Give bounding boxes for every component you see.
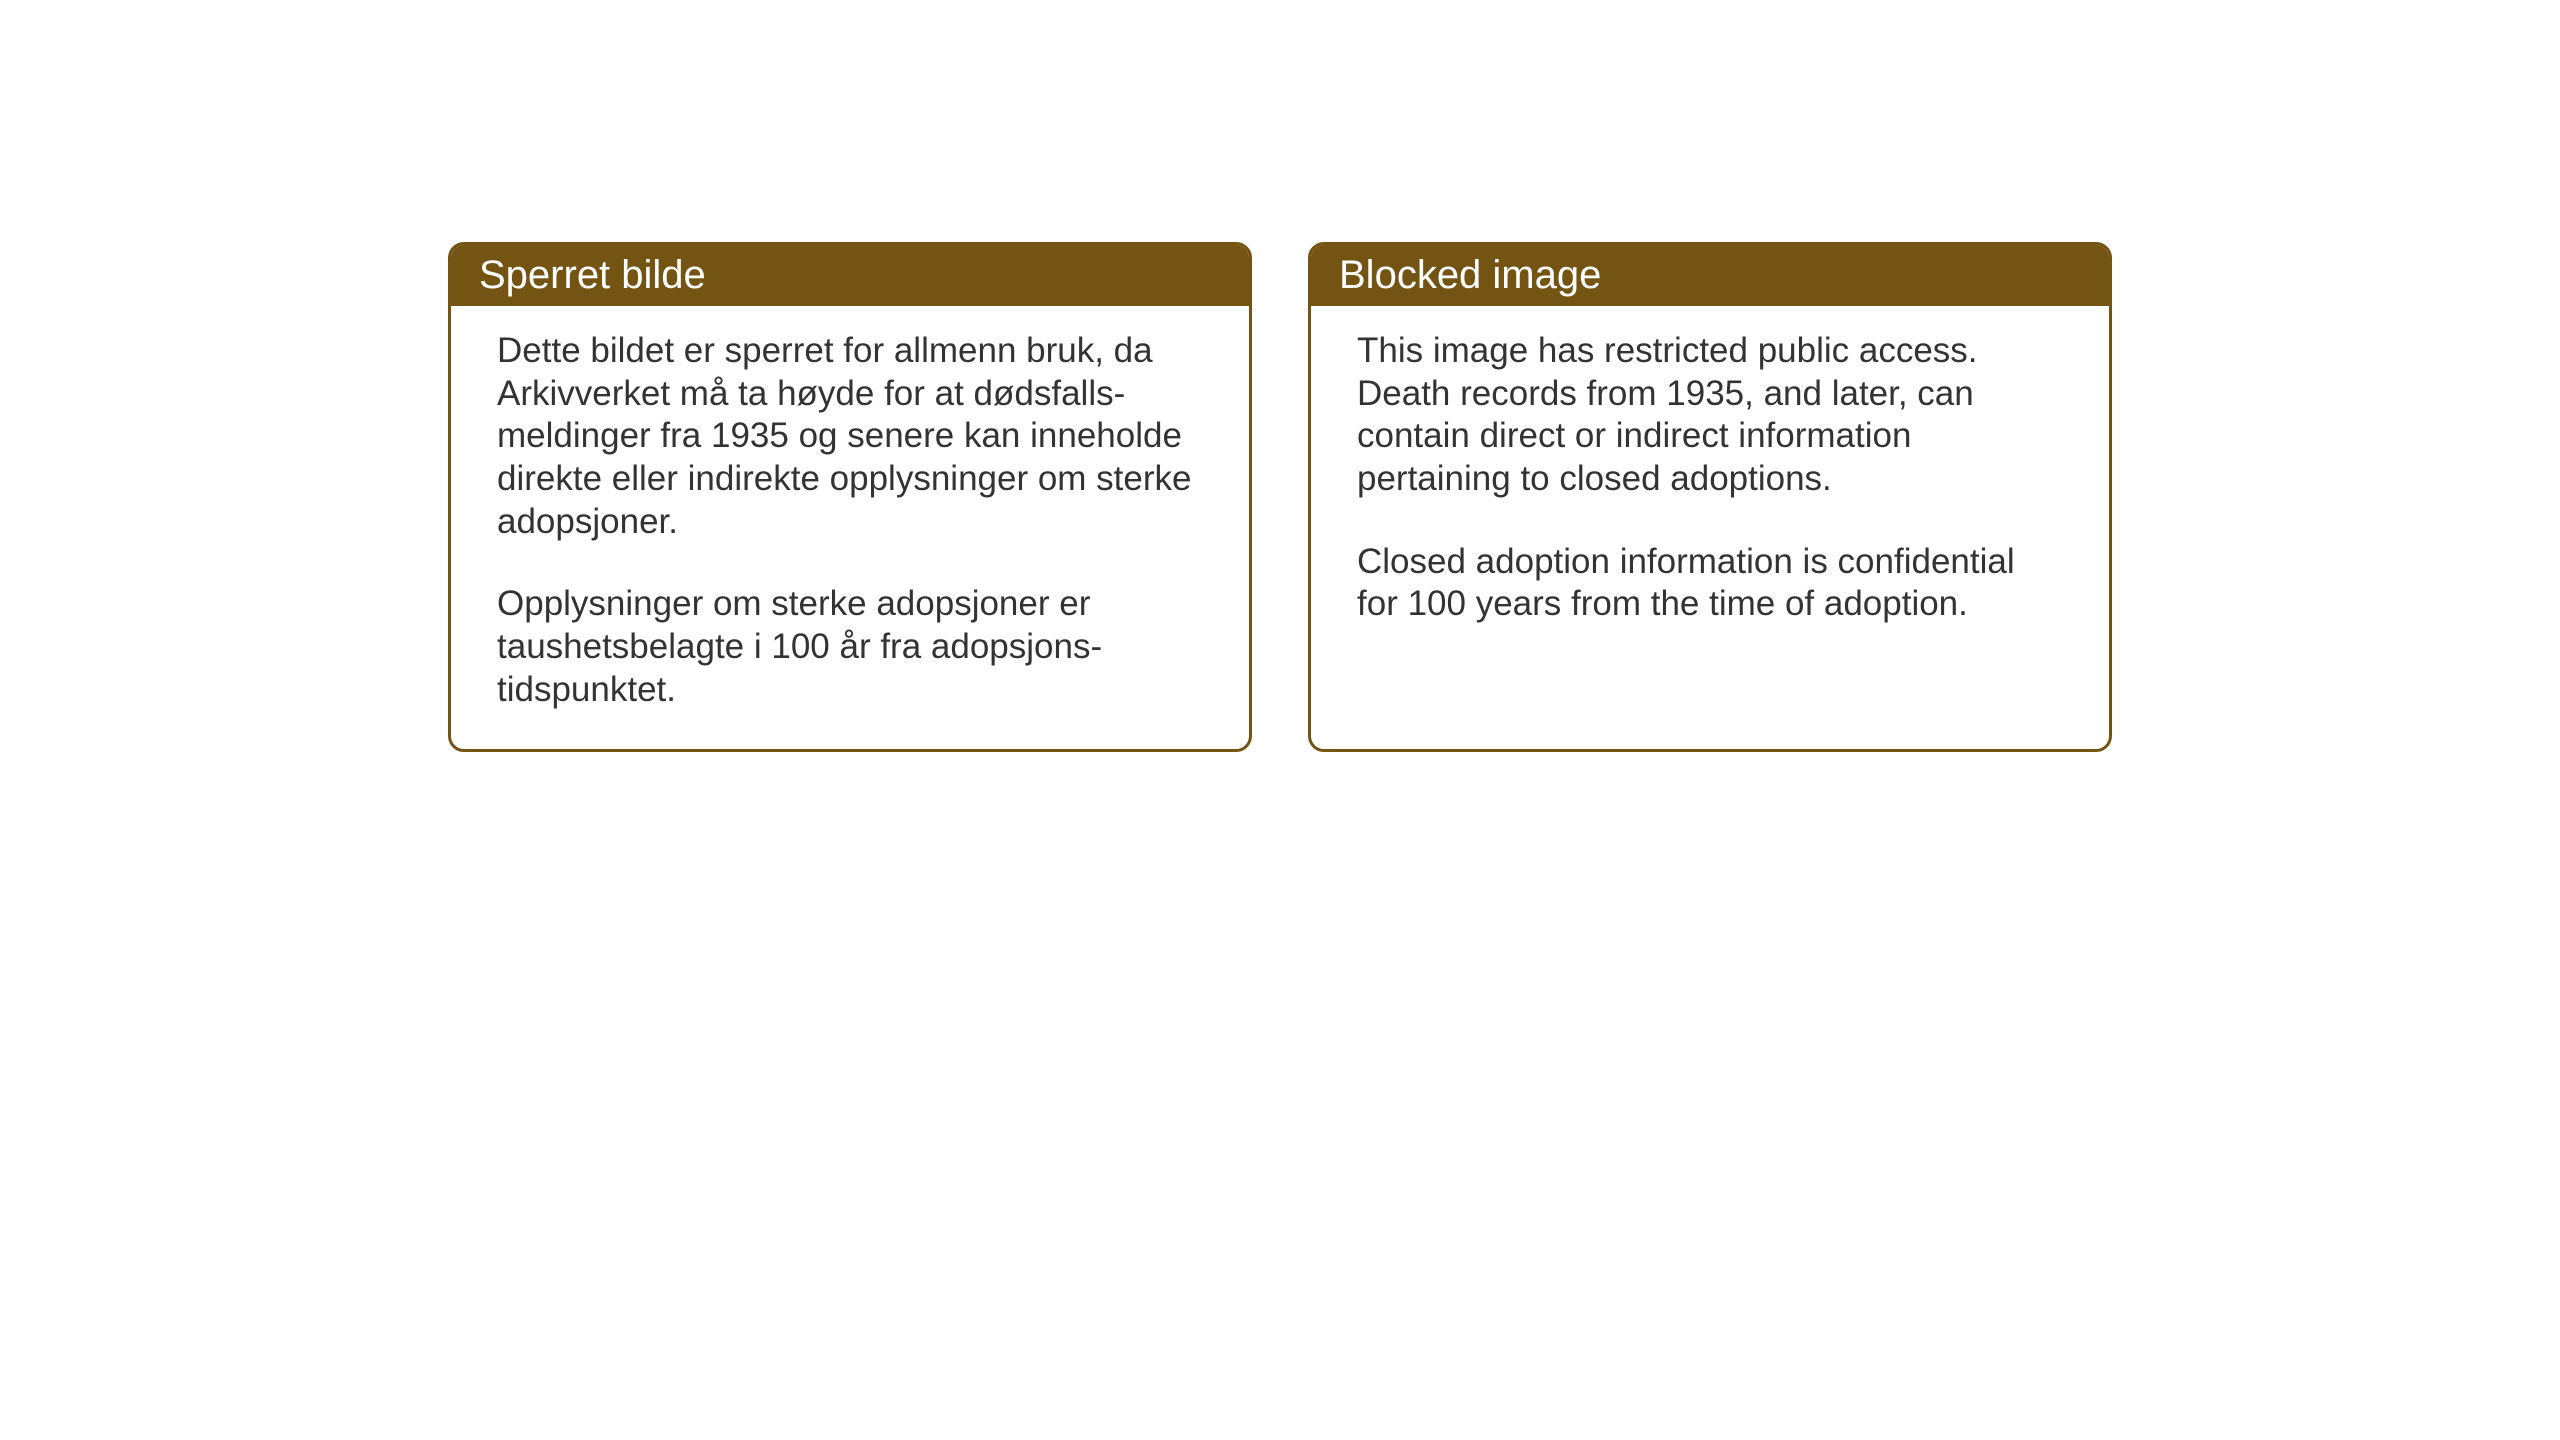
norwegian-paragraph-1: Dette bildet er sperret for allmenn bruk… bbox=[497, 330, 1203, 543]
english-paragraph-2: Closed adoption information is confident… bbox=[1357, 541, 2063, 626]
norwegian-notice-body: Dette bildet er sperret for allmenn bruk… bbox=[451, 306, 1249, 744]
english-notice-box: Blocked image This image has restricted … bbox=[1308, 242, 2112, 752]
english-paragraph-1: This image has restricted public access.… bbox=[1357, 330, 2063, 501]
english-notice-body: This image has restricted public access.… bbox=[1311, 306, 2109, 658]
norwegian-notice-title: Sperret bilde bbox=[451, 245, 1249, 306]
norwegian-paragraph-2: Opplysninger om sterke adopsjoner er tau… bbox=[497, 583, 1203, 711]
norwegian-notice-box: Sperret bilde Dette bildet er sperret fo… bbox=[448, 242, 1252, 752]
english-notice-title: Blocked image bbox=[1311, 245, 2109, 306]
notice-container: Sperret bilde Dette bildet er sperret fo… bbox=[448, 242, 2112, 752]
